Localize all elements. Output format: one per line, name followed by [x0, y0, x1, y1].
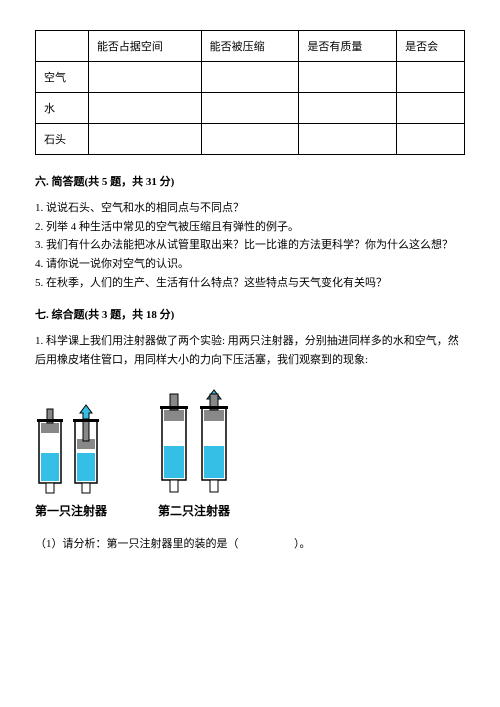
section7-title: 七. 综合题(共 3 题，共 18 分)	[35, 306, 465, 322]
table-row: 水	[36, 93, 465, 124]
table-header-row: 能否占据空间 能否被压缩 是否有质量 是否会	[36, 31, 465, 62]
th-space: 能否占据空间	[88, 31, 201, 62]
syringe-1b-icon	[71, 403, 101, 498]
th-mass: 是否有质量	[299, 31, 397, 62]
syringe-2b-icon	[197, 388, 231, 498]
section6-list: 1. 说说石头、空气和水的相同点与不同点？ 2. 列举 4 种生活中常见的空气被…	[35, 199, 465, 292]
section6-title: 六. 简答题(共 5 题，共 31 分)	[35, 173, 465, 189]
syringe-group-1: 第一只注射器	[35, 403, 107, 519]
properties-table: 能否占据空间 能否被压缩 是否有质量 是否会 空气 水 石头	[35, 30, 465, 155]
section7-q1: （1）请分析：第一只注射器里的装的是（ ）。	[35, 535, 465, 554]
row-label: 石头	[36, 124, 89, 155]
q1-end: ）。	[294, 538, 311, 550]
row-label: 水	[36, 93, 89, 124]
q-item: 4. 请你说一说你对空气的认识。	[35, 255, 465, 274]
q-item: 1. 说说石头、空气和水的相同点与不同点？	[35, 199, 465, 218]
syringe-1a-icon	[35, 403, 65, 498]
syringe-diagram-row: 第一只注射器 第二只注射器	[35, 388, 465, 519]
q-item: 5. 在秋季，人们的生产、生活有什么特点？这些特点与天气变化有关吗？	[35, 274, 465, 293]
syringe-caption-2: 第二只注射器	[157, 502, 231, 519]
syringe-caption-1: 第一只注射器	[35, 502, 107, 519]
table-row: 空气	[36, 62, 465, 93]
th-extra: 是否会	[397, 31, 465, 62]
th-compress: 能否被压缩	[201, 31, 299, 62]
th-blank	[36, 31, 89, 62]
section7-intro: 1. 科学课上我们用注射器做了两个实验: 用两只注射器，分别抽进同样多的水和空气…	[35, 332, 465, 369]
table-row: 石头	[36, 124, 465, 155]
syringe-group-2: 第二只注射器	[157, 388, 231, 519]
q-item: 2. 列举 4 种生活中常见的空气被压缩且有弹性的例子。	[35, 218, 465, 237]
q-item: 3. 我们有什么办法能把冰从试管里取出来？比一比谁的方法更科学？你为什么这么想？	[35, 236, 465, 255]
syringe-2a-icon	[157, 388, 191, 498]
q1-text: （1）请分析：第一只注射器里的装的是（	[35, 538, 239, 550]
row-label: 空气	[36, 62, 89, 93]
